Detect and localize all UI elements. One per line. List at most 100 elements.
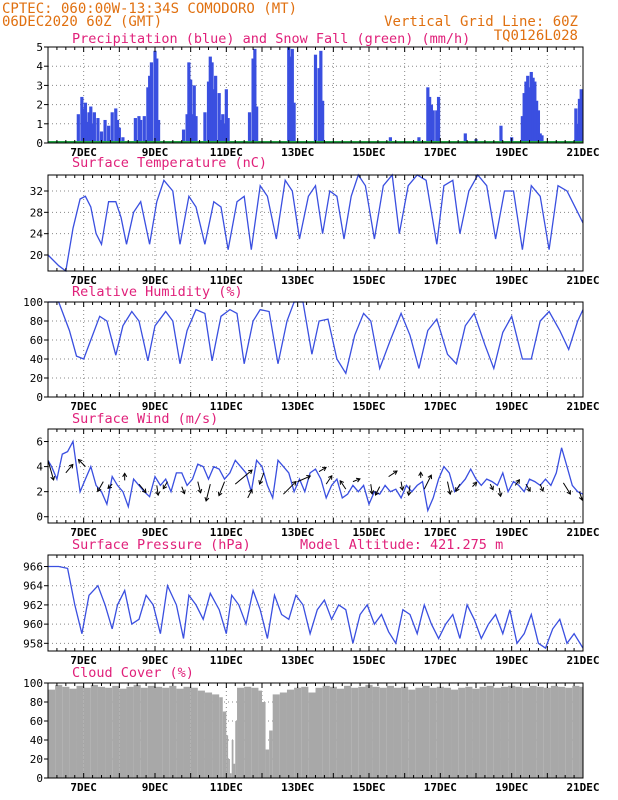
x-tick-label: 17DEC	[424, 274, 457, 287]
x-tick-label: 15DEC	[352, 654, 385, 667]
cloud-bar	[372, 686, 380, 778]
y-tick-label: 4	[36, 60, 43, 73]
cloud-bar	[286, 689, 295, 778]
x-tick-label: 9DEC	[142, 146, 169, 159]
x-tick-label: 7DEC	[70, 400, 97, 413]
precip-bar	[436, 96, 441, 143]
precip-bar	[535, 100, 539, 143]
y-tick-label: 28	[30, 206, 43, 219]
cloud-bar	[429, 687, 437, 778]
cloud-bar	[219, 697, 223, 778]
precip-bar	[115, 119, 120, 143]
cloud-bar	[62, 686, 70, 778]
x-tick-label: 9DEC	[142, 654, 169, 667]
cloud-bar	[235, 721, 238, 778]
series-line	[48, 301, 584, 375]
wind-arrow	[47, 460, 56, 481]
cloud-bar	[386, 685, 394, 778]
precip-bar	[531, 77, 535, 143]
precip-bar	[192, 85, 196, 143]
cloud-bar	[48, 689, 56, 778]
precip-bar	[499, 125, 503, 143]
precip-bar	[224, 89, 228, 143]
x-tick-label: 19DEC	[495, 146, 528, 159]
cloud-bar	[543, 687, 551, 778]
y-tick-label: 20	[30, 372, 43, 385]
cloud-bar	[237, 687, 245, 778]
precip-bar	[153, 50, 157, 144]
y-tick-label: 6	[36, 436, 43, 449]
precip-bar	[208, 56, 212, 143]
wind-arrow	[446, 481, 453, 496]
precip-bar	[83, 102, 88, 143]
cloud-bar	[140, 687, 148, 778]
y-tick-label: 960	[23, 618, 43, 631]
y-tick-label: 0	[36, 391, 43, 404]
panel-title: Surface Wind (m/s)	[72, 411, 218, 427]
cloud-bar	[228, 759, 230, 778]
plot-frame	[47, 554, 584, 652]
x-tick-label: 7DEC	[70, 146, 97, 159]
cloud-bar	[212, 694, 220, 778]
wind-arrow	[562, 482, 571, 495]
x-tick-label: 13DEC	[281, 146, 314, 159]
y-tick-label: 966	[23, 561, 43, 574]
wind-arrow	[525, 483, 531, 492]
precip-bar	[526, 75, 530, 143]
precip-bar	[76, 114, 80, 143]
x-tick-label: 7DEC	[70, 781, 97, 794]
precip-bar	[317, 68, 321, 143]
cloud-bar	[126, 686, 134, 778]
cloud-bar	[231, 740, 234, 778]
cloud-bar	[262, 702, 266, 778]
wind-arrow	[352, 477, 361, 483]
cloud-bar	[515, 686, 523, 778]
precip-bar	[431, 110, 435, 143]
cloud-bar	[493, 687, 501, 778]
wind-arrow	[406, 485, 412, 497]
precip-bar	[429, 104, 434, 143]
precip-bar	[463, 133, 467, 143]
x-tick-label: 11DEC	[210, 274, 243, 287]
precip-bar	[146, 87, 150, 143]
precip-bar	[155, 58, 159, 143]
cloud-bar	[169, 685, 177, 778]
precip-bar	[210, 62, 214, 143]
x-tick-label: 21DEC	[566, 274, 599, 287]
cloud-bar	[401, 686, 409, 778]
precip-bar	[524, 81, 528, 143]
y-tick-label: 0	[36, 511, 43, 524]
precip-bar	[290, 48, 294, 143]
panel-subtitle: Model Altitude: 421.275 m	[300, 537, 503, 553]
y-tick-label: 0	[36, 137, 43, 150]
cloud-bar	[558, 686, 566, 778]
y-tick-label: 958	[23, 637, 43, 650]
precip-bar	[217, 93, 221, 143]
wind-arrow	[339, 479, 347, 490]
precip-bar	[577, 98, 582, 143]
header-grid-info: Vertical Grid Line: 60Z	[384, 14, 578, 30]
cloud-bar	[244, 686, 252, 778]
cloud-bar	[251, 687, 259, 778]
wind-arrow	[514, 479, 521, 486]
precip-bar	[321, 100, 325, 143]
precip-bar	[292, 102, 296, 143]
precip-bar	[137, 116, 141, 143]
x-tick-label: 17DEC	[424, 781, 457, 794]
precip-bar	[148, 75, 152, 143]
cloud-bar	[55, 684, 63, 778]
precip-bar	[287, 47, 291, 143]
wind-arrow	[77, 458, 86, 467]
y-tick-label: 80	[30, 315, 43, 328]
y-tick-label: 100	[23, 296, 43, 309]
panel-title: Surface Pressure (hPa)	[72, 537, 251, 553]
cloud-bar	[226, 735, 229, 778]
y-tick-label: 962	[23, 599, 43, 612]
x-tick-label: 9DEC	[142, 526, 169, 539]
x-tick-label: 9DEC	[142, 274, 169, 287]
wind-arrow	[325, 474, 333, 485]
y-tick-label: 1	[36, 118, 43, 131]
series-line	[47, 173, 584, 273]
panel-pressure: Surface Pressure (hPa) Model Altitude: 42…	[23, 537, 599, 667]
x-tick-label: 21DEC	[566, 654, 599, 667]
